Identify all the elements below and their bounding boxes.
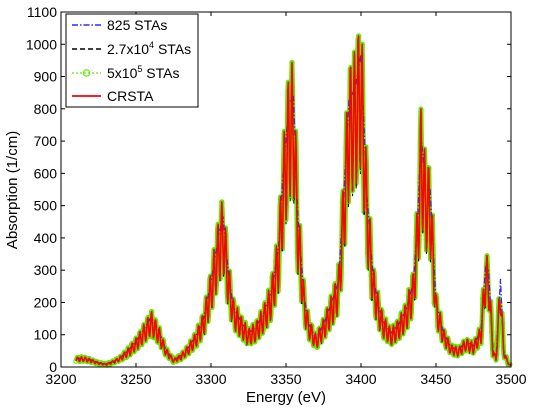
- series-layer: [73, 33, 513, 368]
- y-tick-label: 300: [34, 262, 58, 278]
- legend: 825 STAs 2.7x104 STAs 5x105 STAs CRSTA: [65, 13, 199, 108]
- x-axis-label: Energy (eV): [246, 389, 326, 406]
- legend-box: [65, 13, 199, 108]
- x-tick-label: 3400: [345, 371, 376, 387]
- y-tick-label: 0: [49, 359, 57, 375]
- legend-label-crsta: CRSTA: [107, 88, 154, 104]
- y-tick-label: 400: [34, 230, 58, 246]
- y-tick-label: 900: [34, 69, 58, 85]
- y-tick-label: 1000: [26, 36, 57, 52]
- x-tick-label: 3300: [195, 371, 226, 387]
- series-5e5-stas-marker: [78, 354, 85, 360]
- series-5e5-stas-marker: [76, 358, 83, 365]
- legend-label-5e5-stas: 5x105 STAs: [107, 64, 179, 81]
- legend-marker-5e5-stas: [82, 69, 91, 77]
- x-tick-label: 3250: [120, 371, 151, 387]
- axis-ticks: 3200 3250 3300 3350 3400 3450 3500 0 100 200 300 40…: [26, 4, 527, 387]
- y-tick-label: 100: [34, 327, 58, 343]
- y-tick-label: 200: [34, 294, 58, 310]
- x-tick-label: 3500: [495, 371, 526, 387]
- y-tick-label: 700: [34, 133, 58, 149]
- series-crsta-line: [75, 35, 511, 366]
- x-tick-label: 3350: [270, 371, 301, 387]
- x-tick-label: 3450: [420, 371, 451, 387]
- legend-label-2-7e4-stas: 2.7x104 STAs: [107, 40, 191, 57]
- y-tick-label: 600: [34, 165, 58, 181]
- y-tick-label: 500: [34, 198, 58, 214]
- x-tick-label: 3200: [45, 371, 76, 387]
- y-axis-label: Absorption (1/cm): [4, 131, 21, 249]
- y-tick-label: 1100: [27, 4, 57, 20]
- y-tick-label: 800: [34, 101, 58, 117]
- legend-label-825-stas: 825 STAs: [107, 17, 167, 33]
